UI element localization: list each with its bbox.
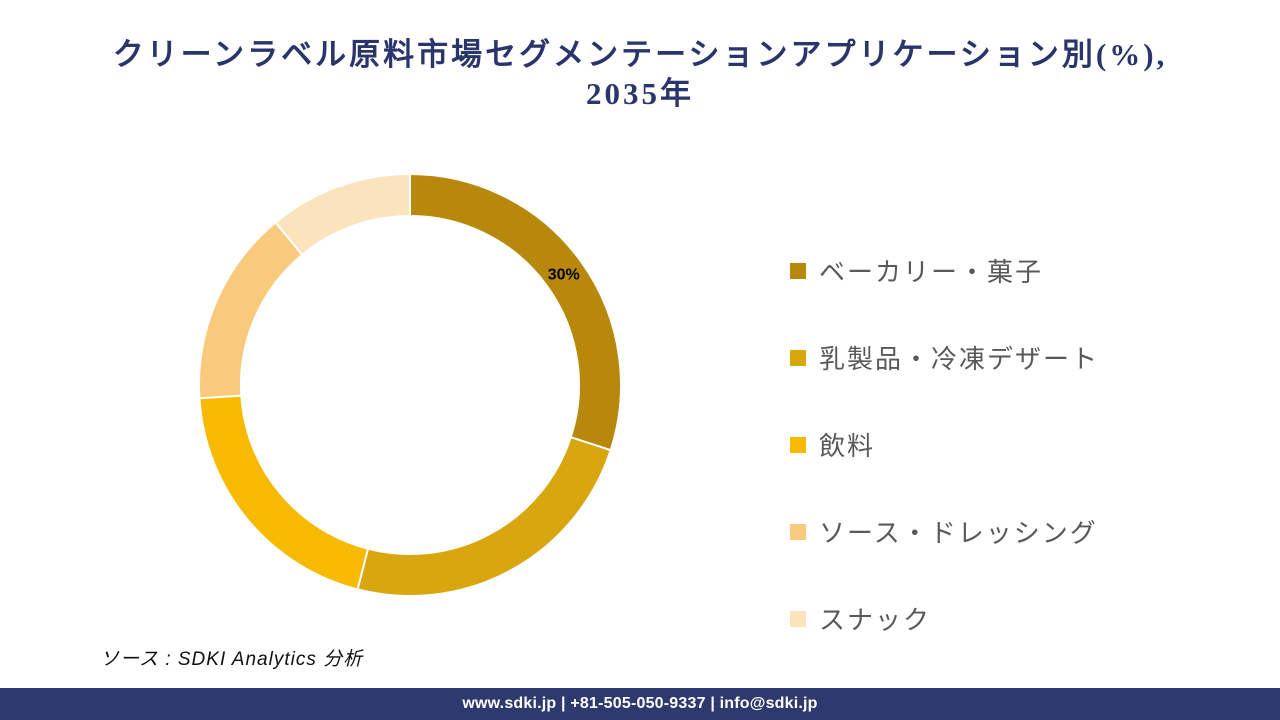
legend-label-4: ソース・ドレッシング <box>819 518 1098 548</box>
legend-label-3: 飲料 <box>819 431 876 461</box>
donut-chart-svg: 30% <box>198 172 622 597</box>
legend-label-5: スナック <box>819 605 932 635</box>
page-title: クリーンラベル原料市場セグメンテーションアプリケーション別(%), 2035年 <box>0 36 1280 114</box>
page-title-line1: クリーンラベル原料市場セグメンテーションアプリケーション別(%), <box>112 37 1168 72</box>
legend-swatch-5 <box>790 610 806 627</box>
donut-segment-5 <box>274 172 411 257</box>
donut-segment-3 <box>198 394 370 591</box>
legend-item-sauces-dressings: ソース・ドレッシング <box>790 513 1099 550</box>
footer-bar: www.sdki.jp | +81-505-050-9337 | info@sd… <box>0 688 1280 720</box>
legend-item-dairy: 乳製品・冷凍デザート <box>790 339 1099 376</box>
legend-swatch-3 <box>790 436 806 453</box>
page-title-line2: 2035年 <box>586 75 694 111</box>
donut-segment-1 <box>409 172 622 452</box>
legend-item-beverages: 飲料 <box>790 426 1099 463</box>
legend-label-2: 乳製品・冷凍デザート <box>819 344 1100 374</box>
legend-swatch-4 <box>790 523 806 540</box>
legend-item-bakery: ベーカリー・菓子 <box>790 252 1099 289</box>
source-note: ソース : SDKI Analytics 分析 <box>100 649 364 670</box>
legend-swatch-2 <box>790 349 806 366</box>
legend-swatch-1 <box>790 262 806 279</box>
chart-legend: ベーカリー・菓子 乳製品・冷凍デザート 飲料 ソース・ドレッシング スナック <box>790 252 1099 637</box>
donut-segment-4 <box>198 221 304 400</box>
donut-chart: 30% <box>190 165 630 605</box>
donut-segment-2 <box>356 435 612 597</box>
legend-item-snacks: スナック <box>790 600 1099 637</box>
footer-contact-text: www.sdki.jp | +81-505-050-9337 | info@sd… <box>462 695 818 712</box>
legend-label-1: ベーカリー・菓子 <box>819 257 1044 287</box>
segment-data-label: 30% <box>548 266 580 283</box>
